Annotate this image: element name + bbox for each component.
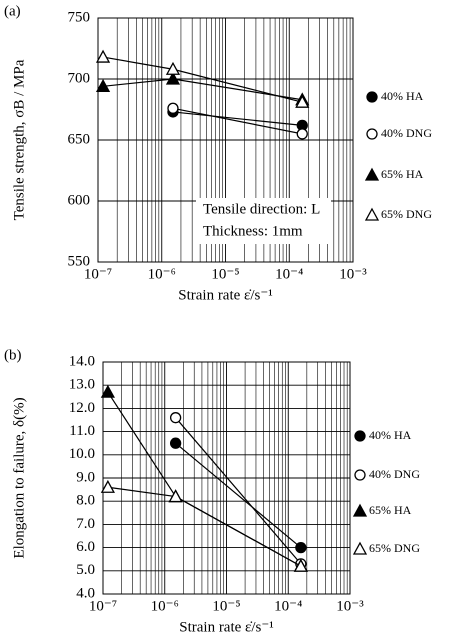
legend-label: 40% DNG — [369, 467, 420, 481]
legend-marker — [354, 430, 366, 442]
x-axis-label: Strain rate ε̇/s⁻¹ — [178, 287, 273, 303]
data-point — [95, 78, 111, 92]
y-axis-label: Elongation to failure, δ(%) — [11, 397, 27, 558]
y-tick-label: 11.0 — [69, 423, 95, 439]
plot-frame — [97, 17, 354, 263]
data-point — [169, 412, 182, 424]
y-tick-label: 600 — [68, 192, 91, 208]
y-tick-label: 6.0 — [76, 539, 95, 555]
annotation: Thickness: 1mm — [203, 223, 303, 239]
series-line — [175, 442, 302, 549]
series-line — [102, 78, 303, 101]
x-tick-label: 10⁻⁷ — [84, 266, 112, 282]
x-tick-label: 10⁻⁵ — [211, 266, 239, 282]
x-tick-label: 10⁻³ — [339, 266, 367, 282]
y-tick-label: 14.0 — [69, 353, 95, 369]
x-tick-label: 10⁻³ — [336, 598, 364, 614]
panel-label: (a) — [4, 3, 21, 19]
y-tick-label: 13.0 — [69, 377, 95, 393]
y-tick-label: 7.0 — [76, 516, 95, 532]
legend-marker — [364, 207, 380, 221]
x-tick-label: 10⁻⁵ — [212, 598, 240, 614]
legend-label: 65% HA — [381, 167, 424, 181]
legend-marker — [366, 128, 378, 140]
y-tick-label: 10.0 — [69, 446, 95, 462]
legend-label: 40% DNG — [381, 126, 432, 140]
x-tick-label: 10⁻⁶ — [151, 598, 179, 614]
legend-label: 65% DNG — [369, 541, 420, 555]
data-point — [168, 489, 183, 503]
series-line — [172, 111, 303, 126]
panel-label: (b) — [4, 347, 22, 363]
data-point — [100, 384, 115, 398]
data-point — [296, 128, 308, 140]
plot-frame — [102, 361, 351, 595]
y-tick-label: 650 — [68, 131, 91, 147]
data-point — [95, 49, 111, 63]
data-point — [295, 541, 307, 554]
data-point — [165, 71, 181, 85]
x-axis-label: Strain rate ε̇/s⁻¹ — [179, 619, 274, 635]
data-point — [165, 61, 181, 75]
y-tick-label: 5.0 — [76, 562, 95, 578]
annotation: Tensile direction: L — [203, 201, 320, 217]
data-point — [293, 558, 308, 572]
series-line — [172, 107, 303, 135]
legend-label: 40% HA — [381, 89, 424, 103]
data-point — [295, 94, 310, 108]
y-axis-label: Tensile strength, σB / MPa — [11, 59, 27, 220]
legend-label: 65% DNG — [381, 207, 432, 221]
y-tick-label: 4.0 — [76, 585, 95, 601]
y-tick-label: 9.0 — [76, 469, 95, 485]
y-tick-label: 550 — [68, 253, 91, 269]
legend-marker — [354, 469, 366, 481]
annotation-box — [196, 198, 331, 244]
series-line — [107, 391, 302, 567]
legend-marker — [352, 503, 368, 517]
y-tick-label: 12.0 — [69, 400, 95, 416]
y-tick-label: 8.0 — [76, 493, 95, 509]
data-point — [169, 437, 182, 449]
legend-label: 40% HA — [369, 428, 412, 442]
legend-marker — [366, 91, 378, 103]
series-line — [107, 486, 302, 567]
y-tick-label: 700 — [68, 70, 91, 86]
legend-label: 65% HA — [369, 503, 412, 517]
x-tick-label: 10⁻⁷ — [89, 598, 117, 614]
legend-marker — [352, 541, 368, 555]
data-point — [167, 102, 179, 114]
x-tick-label: 10⁻⁴ — [274, 598, 302, 614]
y-tick-label: 750 — [68, 9, 91, 25]
x-tick-label: 10⁻⁴ — [275, 266, 303, 282]
legend-marker — [364, 167, 380, 181]
data-point — [100, 479, 115, 493]
x-tick-label: 10⁻⁶ — [148, 266, 176, 282]
series-line — [175, 417, 302, 565]
